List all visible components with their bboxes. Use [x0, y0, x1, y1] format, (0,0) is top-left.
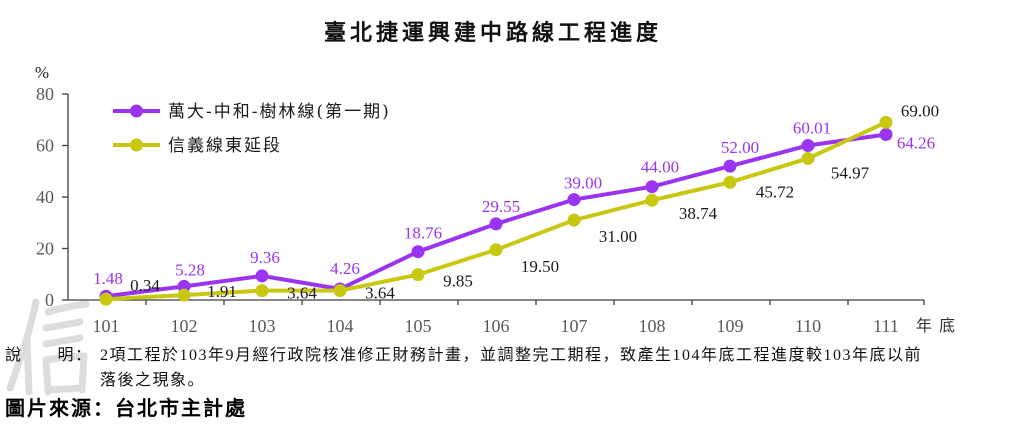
data-label: 9.85 [443, 272, 473, 291]
x-tick-label: 111 [873, 316, 899, 336]
data-point-marker [489, 217, 503, 231]
data-point-marker [879, 128, 893, 142]
data-point-marker [333, 284, 347, 298]
data-label: 29.55 [482, 197, 520, 216]
chart-title: 臺北捷運興建中路線工程進度 [323, 20, 662, 46]
legend-label: 萬大-中和-樹林線(第一期) [168, 102, 391, 122]
data-point-marker [99, 292, 113, 306]
legend-marker [130, 104, 143, 118]
data-label: 38.74 [679, 204, 718, 223]
x-tick-label: 103 [249, 316, 276, 336]
data-label: 31.00 [599, 227, 637, 246]
data-point-marker [801, 151, 815, 165]
data-point-marker [723, 175, 737, 189]
legend-item-wanda-line: 萬大-中和-樹林線(第一期) [113, 102, 391, 122]
y-tick-label: 80 [36, 84, 54, 104]
data-label: 39.00 [564, 174, 602, 193]
x-tick-label: 101 [93, 316, 120, 336]
data-point-marker [645, 180, 659, 194]
footnote-line: 2項工程於103年9月經行政院核准修正財務計畫，並調整完工期程，致產生104年底… [100, 347, 923, 364]
y-tick-label: 20 [36, 239, 54, 259]
data-point-marker [567, 193, 581, 207]
series-layer [99, 115, 893, 306]
data-point-marker [255, 269, 269, 283]
x-tick-label: 104 [327, 316, 354, 336]
data-point-marker [801, 138, 815, 152]
data-label: 1.91 [207, 282, 237, 301]
data-label: 19.50 [521, 257, 559, 276]
y-tick-label: 60 [36, 136, 54, 156]
series-1 [99, 115, 893, 306]
data-label: 54.97 [831, 163, 870, 182]
y-axis-unit-label: % [35, 63, 49, 82]
data-point-marker [411, 268, 425, 282]
data-label: 52.00 [721, 138, 759, 157]
x-axis-label: 年底 [916, 316, 962, 335]
data-point-marker [723, 159, 737, 173]
data-label: 1.48 [93, 269, 123, 288]
data-label: 45.72 [756, 182, 794, 201]
data-point-marker [567, 213, 581, 227]
footnote-line: 落後之現象。 [100, 372, 206, 389]
watermark-logo [6, 298, 90, 396]
data-label: 18.76 [404, 224, 442, 243]
data-label: 3.64 [365, 284, 395, 303]
legend-item-xinyi-extension: 信義線東延段 [113, 136, 282, 156]
data-label: 0.34 [130, 276, 160, 295]
data-labels: 1.48 5.28 9.36 4.26 18.76 29.55 39.00 44.00 52.0… [93, 101, 939, 302]
x-tick-label: 105 [405, 316, 432, 336]
data-point-marker [255, 284, 269, 298]
legend-marker [130, 138, 143, 152]
footnote-label: 說 明： [5, 347, 93, 364]
image-source-credit: 圖片來源：台北市主計處 [5, 396, 247, 420]
x-tick-label: 102 [171, 316, 198, 336]
data-point-marker [645, 193, 659, 207]
legend: 萬大-中和-樹林線(第一期) 信義線東延段 [113, 102, 391, 156]
y-tick-label: 40 [36, 187, 54, 207]
legend-label: 信義線東延段 [168, 136, 282, 156]
x-tick-label: 107 [561, 316, 588, 336]
x-axis: 101 102 103 104 105 106 107 108 109 110 111 [68, 299, 925, 336]
data-point-marker [177, 288, 191, 302]
x-tick-label: 109 [717, 316, 744, 336]
footnote: 說 明： 2項工程於103年9月經行政院核准修正財務計畫，並調整完工期程，致產生… [5, 343, 922, 393]
footnote-text: 2項工程於103年9月經行政院核准修正財務計畫，並調整完工期程，致產生104年底… [100, 343, 922, 393]
data-label: 9.36 [250, 248, 280, 267]
data-label: 60.01 [793, 118, 831, 137]
data-point-marker [411, 245, 425, 259]
data-label: 44.00 [641, 158, 679, 177]
data-point-marker [879, 115, 893, 129]
x-tick-label: 108 [639, 316, 666, 336]
data-label: 64.26 [897, 134, 935, 153]
data-point-marker [489, 243, 503, 257]
data-label: 3.64 [287, 284, 317, 303]
data-label: 4.26 [330, 259, 360, 278]
data-label: 69.00 [901, 101, 939, 120]
x-tick-label: 106 [483, 316, 510, 336]
data-label: 5.28 [175, 260, 205, 279]
y-axis: 0 20 40 60 80 [36, 84, 69, 310]
x-tick-label: 110 [795, 316, 821, 336]
y-tick-label: 0 [45, 290, 54, 310]
